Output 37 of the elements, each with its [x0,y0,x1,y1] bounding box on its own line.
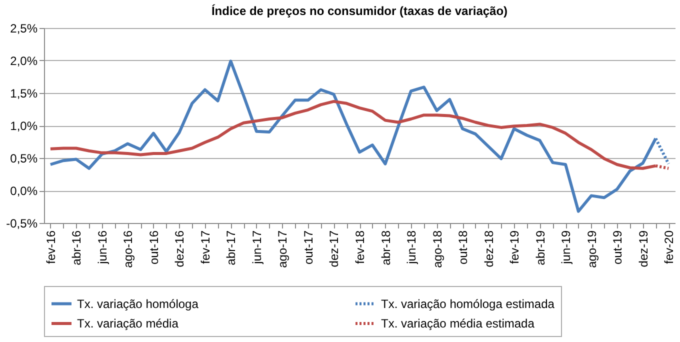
x-tick-label: out-19 [610,230,625,265]
x-tick-label: ago-19 [584,230,599,268]
x-tick-label: fev-20 [662,230,676,264]
x-tick-label: abr-17 [224,230,238,266]
y-tick-label: 2,5% [10,22,38,36]
x-tick-label: fev-16 [44,230,58,264]
x-tick-label: ago-18 [430,230,444,268]
legend-label: Tx. variação média estimada [381,316,535,330]
x-tick-label: fev-18 [353,230,367,264]
x-tick-label: dez-19 [636,230,650,268]
x-tick-label: abr-18 [378,230,393,266]
y-tick-label: 2,0% [10,54,38,68]
x-tick-label: fev-19 [508,230,522,264]
y-tick-label: 0,5% [10,152,38,166]
x-tick-label: out-17 [301,230,316,265]
legend-label: Tx. variação homóloga estimada [381,296,555,311]
chart-title: Índice de preços no consumidor (taxas de variação) [211,4,508,18]
x-tick-label: jun-19 [559,230,574,265]
y-tick-label: 1,0% [10,119,38,133]
x-tick-label: jun-17 [250,230,264,265]
x-tick-label: out-16 [146,230,161,265]
x-tick-label: abr-16 [70,230,84,266]
x-tick-label: abr-19 [533,230,548,266]
y-tick-label: 0,0% [10,184,38,198]
x-tick-label: dez-17 [327,230,342,268]
x-tick-label: fev-17 [198,230,212,264]
y-tick-label: 1,5% [10,86,38,100]
x-tick-label: ago-17 [276,230,290,268]
x-tick-label: ago-16 [121,230,136,268]
legend-label: Tx. variação homóloga [77,296,199,311]
x-tick-label: dez-18 [482,230,496,268]
x-tick-label: jun-18 [404,230,419,265]
legend-label: Tx. variação média [77,316,179,330]
y-tick-label: -0,5% [6,216,38,230]
x-tick-label: out-18 [456,230,470,265]
x-tick-label: jun-16 [95,230,110,265]
x-tick-label: dez-16 [172,230,187,268]
